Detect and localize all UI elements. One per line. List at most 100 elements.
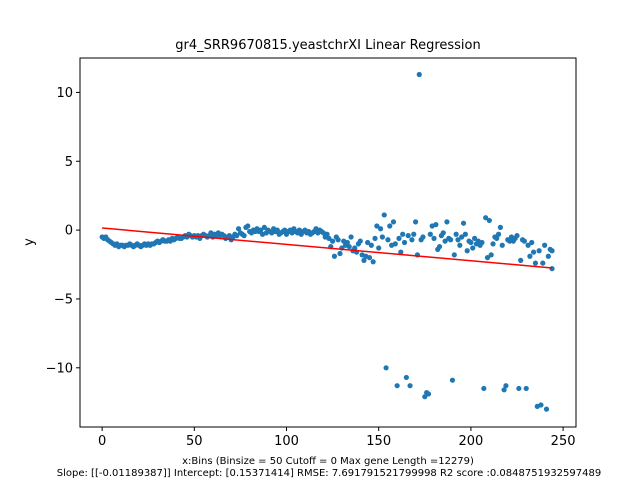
x-axis-label: x:Bins (Binsize = 50 Cutoff = 0 Max gene… bbox=[182, 456, 474, 467]
data-point bbox=[501, 387, 507, 393]
data-point bbox=[390, 219, 397, 225]
data-point bbox=[525, 242, 531, 248]
data-point bbox=[365, 239, 371, 246]
data-point bbox=[392, 241, 398, 247]
data-point bbox=[459, 234, 465, 240]
data-point bbox=[516, 385, 522, 392]
data-point bbox=[518, 257, 524, 263]
data-point bbox=[376, 245, 382, 251]
data-point bbox=[401, 239, 408, 246]
data-point bbox=[470, 245, 476, 251]
y-axis-label: y bbox=[22, 238, 37, 246]
data-point bbox=[234, 233, 240, 239]
data-point bbox=[416, 71, 422, 78]
data-point bbox=[427, 231, 433, 237]
data-point bbox=[497, 224, 503, 230]
data-point bbox=[431, 235, 437, 241]
data-point bbox=[379, 234, 385, 240]
data-point bbox=[453, 231, 459, 237]
data-point bbox=[455, 237, 461, 243]
data-point bbox=[451, 252, 457, 258]
data-point bbox=[346, 244, 352, 250]
data-point bbox=[377, 226, 384, 232]
data-point bbox=[326, 235, 332, 241]
data-point bbox=[495, 231, 502, 237]
data-point bbox=[514, 233, 520, 239]
y-tick-label: −5 bbox=[54, 292, 73, 307]
data-point bbox=[549, 248, 555, 254]
x-tick-label: 50 bbox=[186, 434, 203, 449]
data-point bbox=[374, 223, 380, 229]
data-point bbox=[545, 253, 551, 259]
scatter-points bbox=[99, 71, 555, 412]
data-point bbox=[448, 237, 454, 243]
data-point bbox=[540, 260, 546, 266]
data-point bbox=[274, 227, 280, 233]
data-point bbox=[241, 233, 247, 239]
data-point bbox=[542, 242, 548, 248]
data-point bbox=[543, 406, 550, 412]
x-tick-label: 250 bbox=[551, 434, 576, 449]
data-point bbox=[444, 219, 450, 225]
data-point bbox=[396, 235, 402, 241]
data-point bbox=[532, 260, 539, 266]
data-point bbox=[425, 391, 432, 397]
data-point bbox=[324, 231, 330, 237]
x-tick-label: 150 bbox=[366, 434, 391, 449]
data-point bbox=[479, 239, 485, 246]
data-point bbox=[440, 230, 446, 236]
data-point bbox=[381, 212, 387, 218]
data-point bbox=[462, 231, 468, 237]
data-point bbox=[523, 385, 529, 392]
data-point bbox=[398, 249, 404, 255]
data-point bbox=[370, 259, 376, 265]
axes: 0 50 100 150 200 250 −10 −5 0 5 10 bbox=[46, 57, 577, 449]
y-tick-label: 5 bbox=[65, 155, 73, 170]
data-point bbox=[433, 222, 439, 228]
data-point bbox=[344, 239, 350, 246]
data-point bbox=[486, 217, 492, 224]
x-tick-label: 0 bbox=[98, 434, 106, 449]
data-point bbox=[372, 235, 378, 241]
data-point bbox=[460, 220, 467, 226]
data-point bbox=[420, 234, 426, 240]
data-point bbox=[357, 238, 363, 244]
y-tick-label: 10 bbox=[56, 86, 73, 101]
data-point bbox=[387, 223, 393, 229]
data-point bbox=[245, 223, 251, 229]
data-point bbox=[330, 238, 336, 244]
data-point bbox=[529, 239, 535, 246]
data-point bbox=[499, 242, 505, 248]
data-point bbox=[412, 219, 419, 225]
data-point bbox=[361, 257, 367, 263]
data-point bbox=[436, 244, 443, 250]
data-point bbox=[536, 248, 542, 254]
data-point bbox=[261, 224, 267, 230]
data-point bbox=[235, 226, 242, 232]
data-point bbox=[394, 383, 400, 389]
data-point bbox=[366, 255, 373, 261]
chart-title: gr4_SRR9670815.yeastchrXI Linear Regress… bbox=[175, 38, 481, 53]
data-point bbox=[407, 383, 413, 389]
data-point bbox=[530, 249, 537, 255]
x-tick-label: 100 bbox=[274, 434, 299, 449]
regression-line-layer bbox=[102, 227, 553, 269]
data-point bbox=[335, 237, 341, 243]
data-point bbox=[494, 235, 500, 241]
data-point bbox=[442, 238, 448, 244]
data-point bbox=[403, 374, 409, 381]
data-point bbox=[331, 253, 338, 259]
data-point bbox=[468, 239, 474, 246]
data-point bbox=[411, 231, 417, 237]
y-tick-label: 0 bbox=[65, 224, 73, 239]
data-point bbox=[400, 231, 406, 237]
data-point bbox=[348, 234, 354, 240]
regression-stats: Slope: [[-0.01189387]] Intercept: [0.153… bbox=[57, 468, 601, 479]
x-tick-label: 200 bbox=[458, 434, 483, 449]
data-point bbox=[368, 242, 374, 248]
data-point bbox=[449, 377, 456, 383]
plot-frame bbox=[79, 57, 577, 428]
data-point bbox=[488, 252, 494, 258]
data-point bbox=[422, 394, 428, 400]
